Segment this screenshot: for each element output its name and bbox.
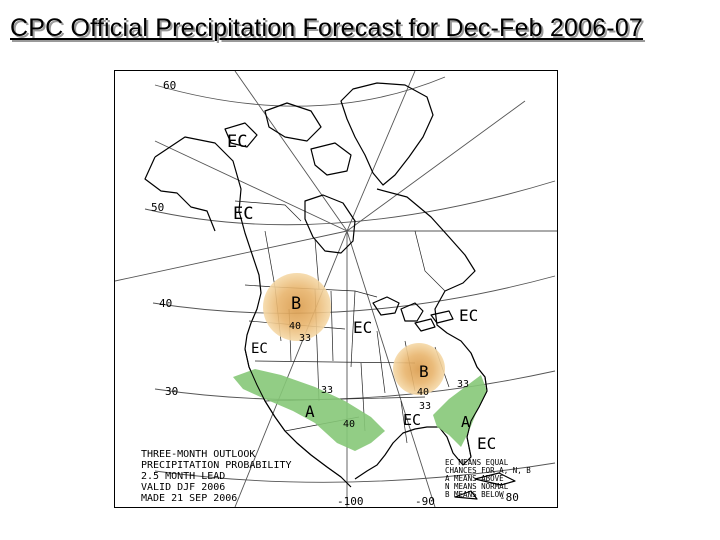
above-region-southern-tier — [233, 369, 385, 451]
legend-line: EC MEANS EQUAL — [445, 458, 509, 467]
lat-label: 40 — [159, 297, 172, 310]
info-line: THREE-MONTH OUTLOOK — [141, 449, 255, 460]
lon-label: -100 — [337, 495, 364, 507]
region-label: EC — [233, 204, 253, 224]
legend-line: CHANCES FOR A, N, B — [445, 466, 531, 475]
latitude-labels: 60 50 40 30 — [151, 79, 178, 398]
above-region-southeast — [433, 375, 487, 447]
info-line: 2.5 MONTH LEAD — [141, 471, 225, 482]
info-line: VALID DJF 2006 — [141, 482, 225, 493]
contour-label: 33 — [299, 333, 311, 344]
region-label: EC — [227, 132, 247, 152]
contour-label: 40 — [417, 387, 429, 398]
lon-label: -90 — [415, 495, 435, 507]
region-label: EC — [403, 411, 421, 429]
lat-label: 50 — [151, 201, 164, 214]
lat-label: 30 — [165, 385, 178, 398]
region-label: EC — [477, 434, 496, 453]
region-label: A — [461, 413, 470, 431]
region-label: B — [291, 294, 301, 314]
contour-label: 33 — [457, 379, 469, 390]
outlook-info-block: THREE-MONTH OUTLOOK PRECIPITATION PROBAB… — [141, 449, 292, 504]
contour-label: 33 — [321, 385, 333, 396]
contour-labels: 40 33 33 40 40 33 33 — [289, 321, 469, 430]
probability-shading — [233, 273, 487, 451]
map-canvas: 60 50 40 30 -100 -90 -80 EC EC B EC EC E… — [115, 71, 557, 507]
contour-label: 40 — [343, 419, 355, 430]
slide-title: CPC Official Precipitation Forecast for … — [10, 14, 644, 42]
info-line: MADE 21 SEP 2006 — [141, 493, 237, 504]
legend-line: N MEANS NORMAL — [445, 482, 509, 491]
region-label: EC — [251, 341, 268, 357]
region-label: A — [305, 402, 315, 421]
region-labels: EC EC B EC EC EC B A EC A EC — [227, 132, 496, 453]
graticule — [115, 71, 557, 507]
map-legend: EC MEANS EQUAL CHANCES FOR A, N, B A MEA… — [445, 458, 531, 499]
coastline-overlay — [244, 348, 488, 478]
forecast-map: 60 50 40 30 -100 -90 -80 EC EC B EC EC E… — [114, 70, 558, 508]
region-label: B — [419, 362, 429, 381]
below-region-ohio-valley — [393, 343, 445, 395]
longitude-labels: -100 -90 -80 — [337, 491, 519, 507]
contour-label: 33 — [419, 401, 431, 412]
lon-label: -80 — [499, 491, 519, 504]
lat-label: 60 — [163, 79, 176, 92]
region-label: EC — [353, 318, 372, 337]
below-region-northwest — [263, 273, 331, 341]
legend-line: A MEANS ABOVE — [445, 474, 504, 483]
info-line: PRECIPITATION PROBABILITY — [141, 460, 292, 471]
contour-label: 40 — [289, 321, 301, 332]
region-label: EC — [459, 306, 478, 325]
legend-line: B MEANS BELOW — [445, 490, 504, 499]
